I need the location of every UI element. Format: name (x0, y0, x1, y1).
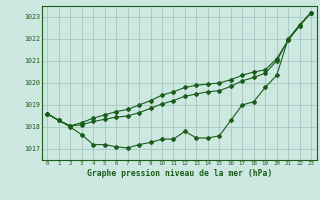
X-axis label: Graphe pression niveau de la mer (hPa): Graphe pression niveau de la mer (hPa) (87, 169, 272, 178)
